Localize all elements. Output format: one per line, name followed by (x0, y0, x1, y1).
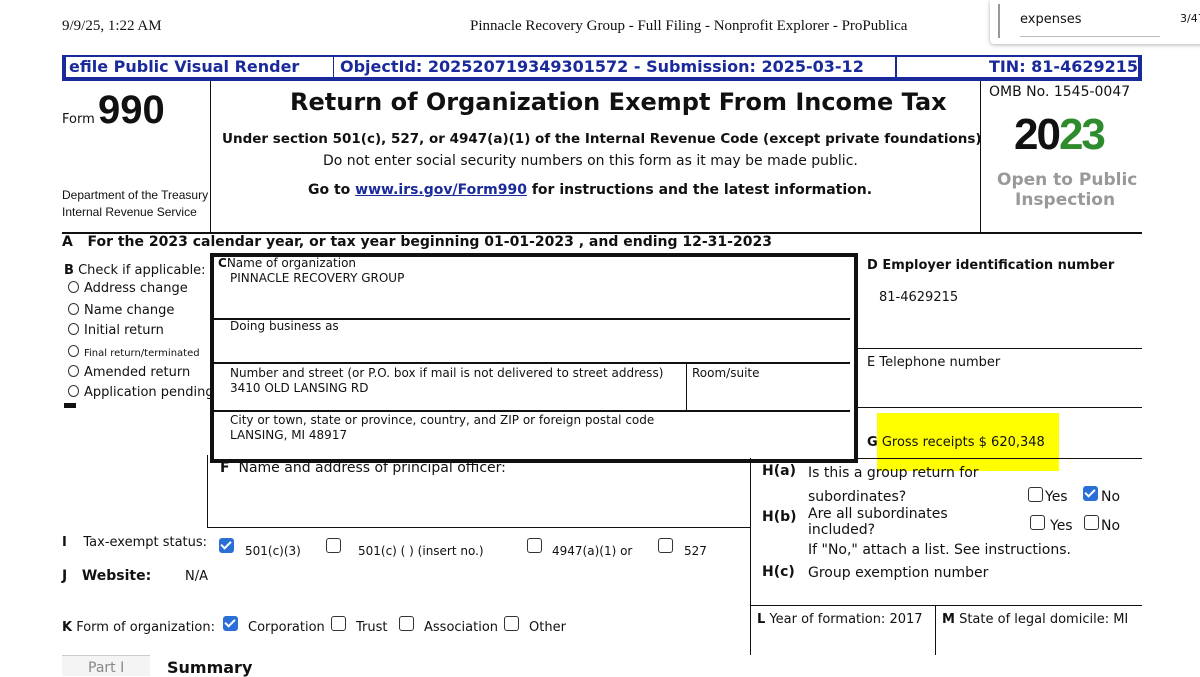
tax-year: 2023 (1014, 110, 1106, 159)
find-input[interactable]: expenses (1020, 12, 1082, 27)
irs-link[interactable]: www.irs.gov/Form990 (355, 182, 527, 198)
org-name: PINNACLE RECOVERY GROUP (230, 271, 405, 285)
irs: Internal Revenue Service (62, 205, 197, 219)
status-501c3-label: 501(c)(3) (245, 544, 301, 558)
ha-text: Is this a group return for (808, 465, 979, 481)
city: LANSING, MI 48917 (230, 428, 348, 442)
city-label: City or town, state or province, country… (230, 413, 655, 427)
print-title: Pinnacle Recovery Group - Full Filing - … (470, 18, 908, 34)
hc-text: Group exemption number (808, 565, 989, 581)
form-number: 990 (98, 88, 165, 132)
ha-no-checkbox[interactable] (1083, 486, 1098, 501)
form-other-label: Other (529, 620, 566, 635)
efile-banner: efile Public Visual Render ObjectId: 202… (62, 55, 1142, 81)
form-association-checkbox[interactable] (399, 616, 414, 631)
form-title: Return of Organization Exempt From Incom… (290, 88, 947, 116)
find-count: 3/47 (1180, 12, 1200, 25)
ha-text2: subordinates? (808, 489, 907, 505)
checkbox-name-change[interactable]: Name change (68, 303, 174, 318)
ha-no-label: No (1101, 489, 1121, 505)
website-label: J Website: (62, 568, 152, 584)
render-label: efile Public Visual Render (66, 57, 333, 77)
open-public: Open to Public (997, 170, 1138, 190)
legal-domicile: M State of legal domicile: MI (942, 612, 1129, 627)
phone-label: E Telephone number (867, 355, 1001, 370)
dept-treasury: Department of the Treasury (62, 188, 209, 202)
hb-no-checkbox[interactable] (1084, 515, 1099, 530)
form-association-label: Association (424, 620, 499, 635)
street-address: 3410 OLD LANSING RD (230, 381, 369, 395)
officer-label: F Name and address of principal officer: (220, 460, 506, 476)
form-label: Form (62, 112, 95, 127)
status-527-label: 527 (684, 544, 707, 558)
status-501c3-checkbox[interactable] (219, 538, 234, 553)
name-label: CName of organization (218, 256, 357, 270)
street-label: Number and street (or P.O. box if mail i… (230, 366, 664, 380)
checkbox-address-change[interactable]: Address change (68, 281, 188, 296)
website-value: N/A (185, 569, 208, 584)
part-label: Part I (88, 660, 125, 676)
form-subtitle: Under section 501(c), 527, or 4947(a)(1)… (222, 131, 982, 147)
ein-value: 81-4629215 (879, 290, 959, 305)
row-a: A For the 2023 calendar year, or tax yea… (62, 234, 772, 250)
part-tab (62, 655, 150, 676)
form-trust-checkbox[interactable] (331, 616, 346, 631)
checkbox-initial-return[interactable]: Initial return (68, 323, 164, 338)
checkbox-application-pending[interactable]: Application pending (68, 385, 214, 400)
dba-label: Doing business as (230, 319, 339, 333)
hb-no-label: No (1101, 518, 1121, 534)
inspection: Inspection (1015, 190, 1116, 210)
status-527-checkbox[interactable] (658, 538, 673, 553)
part-title: Summary (167, 658, 253, 677)
status-501c-checkbox[interactable] (326, 538, 341, 553)
status-4947-label: 4947(a)(1) or (552, 544, 633, 558)
omb-number: OMB No. 1545-0047 (989, 84, 1131, 100)
status-501c-label: 501(c) ( ) (insert no.) (358, 544, 484, 558)
room-label: Room/suite (692, 366, 760, 380)
find-bar: expenses 3/47 (990, 0, 1200, 44)
tax-exempt-label: I Tax-exempt status: (62, 535, 208, 550)
hb-label: H(b) (762, 509, 797, 525)
hb-yes-label: Yes (1050, 518, 1073, 534)
form-corporation-label: Corporation (248, 620, 325, 635)
checkbox-amended-return[interactable]: Amended return (68, 365, 190, 380)
org-info-box (210, 253, 858, 463)
gross-receipts-highlight (877, 413, 1059, 471)
hb-text: Are all subordinates (808, 506, 948, 522)
hb-text2: included? (808, 522, 876, 538)
hc-label: H(c) (762, 564, 795, 580)
ha-label: H(a) (762, 463, 796, 479)
tin: TIN: 81-4629215 (897, 57, 1138, 77)
ha-yes-label: Yes (1045, 489, 1068, 505)
hb-yes-checkbox[interactable] (1030, 515, 1045, 530)
gross-receipts: G Gross receipts $ 620,348 (867, 435, 1045, 450)
instructions-line: Go to www.irs.gov/Form990 for instructio… (308, 182, 873, 198)
org-form-label: K Form of organization: (62, 620, 215, 635)
object-id: ObjectId: 202520719349301572 - Submissio… (334, 57, 895, 77)
ein-label: D Employer identification number (867, 258, 1115, 273)
checkbox-final-return[interactable]: Final return/terminated (68, 345, 200, 359)
row-b-label: B Check if applicable: (64, 263, 206, 278)
form-other-checkbox[interactable] (504, 616, 519, 631)
print-datetime: 9/9/25, 1:22 AM (62, 18, 162, 34)
form-trust-label: Trust (356, 620, 388, 635)
ssn-warning: Do not enter social security numbers on … (323, 153, 858, 169)
form-corporation-checkbox[interactable] (223, 616, 238, 631)
year-formation: L Year of formation: 2017 (757, 612, 923, 627)
ha-yes-checkbox[interactable] (1028, 487, 1043, 502)
status-4947-checkbox[interactable] (527, 538, 542, 553)
hb-note: If "No," attach a list. See instructions… (808, 542, 1071, 558)
